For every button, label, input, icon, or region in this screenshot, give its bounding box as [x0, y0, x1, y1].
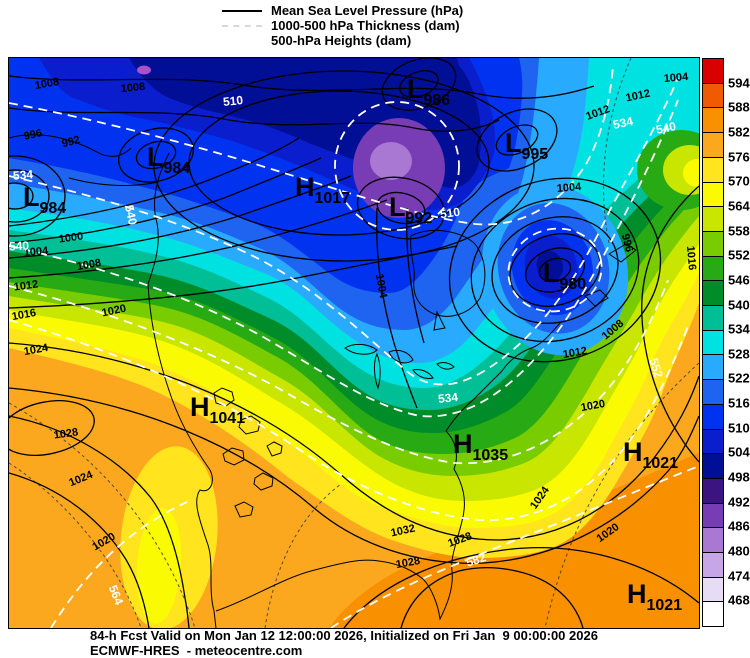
- legend-row-mslp: Mean Sea Level Pressure (hPa): [222, 3, 463, 18]
- colorbar-segment: [703, 230, 723, 256]
- colorbar-segment: [703, 552, 723, 577]
- colorbar-label: 510: [728, 420, 750, 436]
- colorbar-segment: [703, 156, 723, 182]
- map-panel: L984 L984 H1017 L992 L986 L995 L980 H1041 H1035 H…: [8, 57, 700, 629]
- colorbar-label: 594: [728, 75, 750, 91]
- colorbar-label: 480: [728, 543, 750, 559]
- colorbar-label: 516: [728, 395, 750, 411]
- colorbar-label: 582: [728, 124, 750, 140]
- colorbar: 594 588 582 576 570 564 558 552 546 540 534 528 522 5…: [702, 58, 750, 627]
- colorbar-segment: [703, 354, 723, 380]
- colorbar-segment: [703, 255, 723, 281]
- colorbar-segment: [703, 379, 723, 404]
- colorbar-segment: [703, 181, 723, 207]
- colorbar-label: 498: [728, 469, 750, 485]
- legend-label-mslp: Mean Sea Level Pressure (hPa): [271, 3, 464, 18]
- colorbar-label: 522: [728, 370, 750, 386]
- legend-row-thickness: 1000-500 hPa Thickness (dam): [222, 18, 463, 33]
- colorbar-label: 564: [728, 198, 750, 214]
- colorbar-labels: 594 588 582 576 570 564 558 552 546 540 534 528 522 5…: [728, 58, 750, 625]
- caption-line1: 84-h Fcst Valid on Mon Jan 12 12:00:00 2…: [90, 628, 598, 643]
- colorbar-label: 486: [728, 518, 750, 534]
- colorbar-label: 558: [728, 223, 750, 239]
- colorbar-label: 540: [728, 297, 750, 313]
- colorbar-label: 492: [728, 494, 750, 510]
- colorbar-label: 504: [728, 444, 750, 460]
- colorbar-label: 474: [728, 568, 750, 584]
- colorbar-segment: [703, 59, 723, 83]
- colorbar-segment: [703, 280, 723, 306]
- caption-line2: ECMWF-HRES - meteocentre.com: [90, 643, 303, 658]
- weather-map-graphic: [9, 58, 699, 628]
- colorbar-label: 588: [728, 99, 750, 115]
- colorbar-segment: [703, 453, 723, 478]
- colorbar-segment: [703, 527, 723, 553]
- colorbar-label: 534: [728, 321, 750, 337]
- legend-label-heights: 500-hPa Heights (dam): [271, 33, 412, 48]
- colorbar-segment: [703, 132, 723, 157]
- colorbar-label: 468: [728, 592, 750, 608]
- colorbar-label: 528: [728, 346, 750, 362]
- caption: 84-h Fcst Valid on Mon Jan 12 12:00:00 2…: [90, 628, 598, 658]
- thickness-line-sample: [222, 24, 262, 27]
- legend: Mean Sea Level Pressure (hPa) 1000-500 h…: [222, 3, 463, 48]
- colorbar-label: 576: [728, 149, 750, 165]
- colorbar-segment: [703, 305, 723, 330]
- colorbar-segment: [703, 502, 723, 528]
- colorbar-segment: [703, 82, 723, 108]
- colorbar-segments: [702, 58, 724, 627]
- colorbar-segment: [703, 107, 723, 133]
- colorbar-segment: [703, 477, 723, 503]
- colorbar-label: 570: [728, 173, 750, 189]
- colorbar-segment: [703, 428, 723, 454]
- colorbar-segment: [703, 601, 723, 627]
- legend-label-thickness: 1000-500 hPa Thickness (dam): [271, 18, 460, 33]
- colorbar-segment: [703, 576, 723, 602]
- colorbar-segment: [703, 329, 723, 355]
- colorbar-segment: [703, 206, 723, 231]
- mslp-line-sample: [222, 9, 262, 12]
- colorbar-segment: [703, 403, 723, 429]
- colorbar-label: 546: [728, 272, 750, 288]
- colorbar-label: 552: [728, 247, 750, 263]
- legend-row-heights: 500-hPa Heights (dam): [222, 33, 463, 48]
